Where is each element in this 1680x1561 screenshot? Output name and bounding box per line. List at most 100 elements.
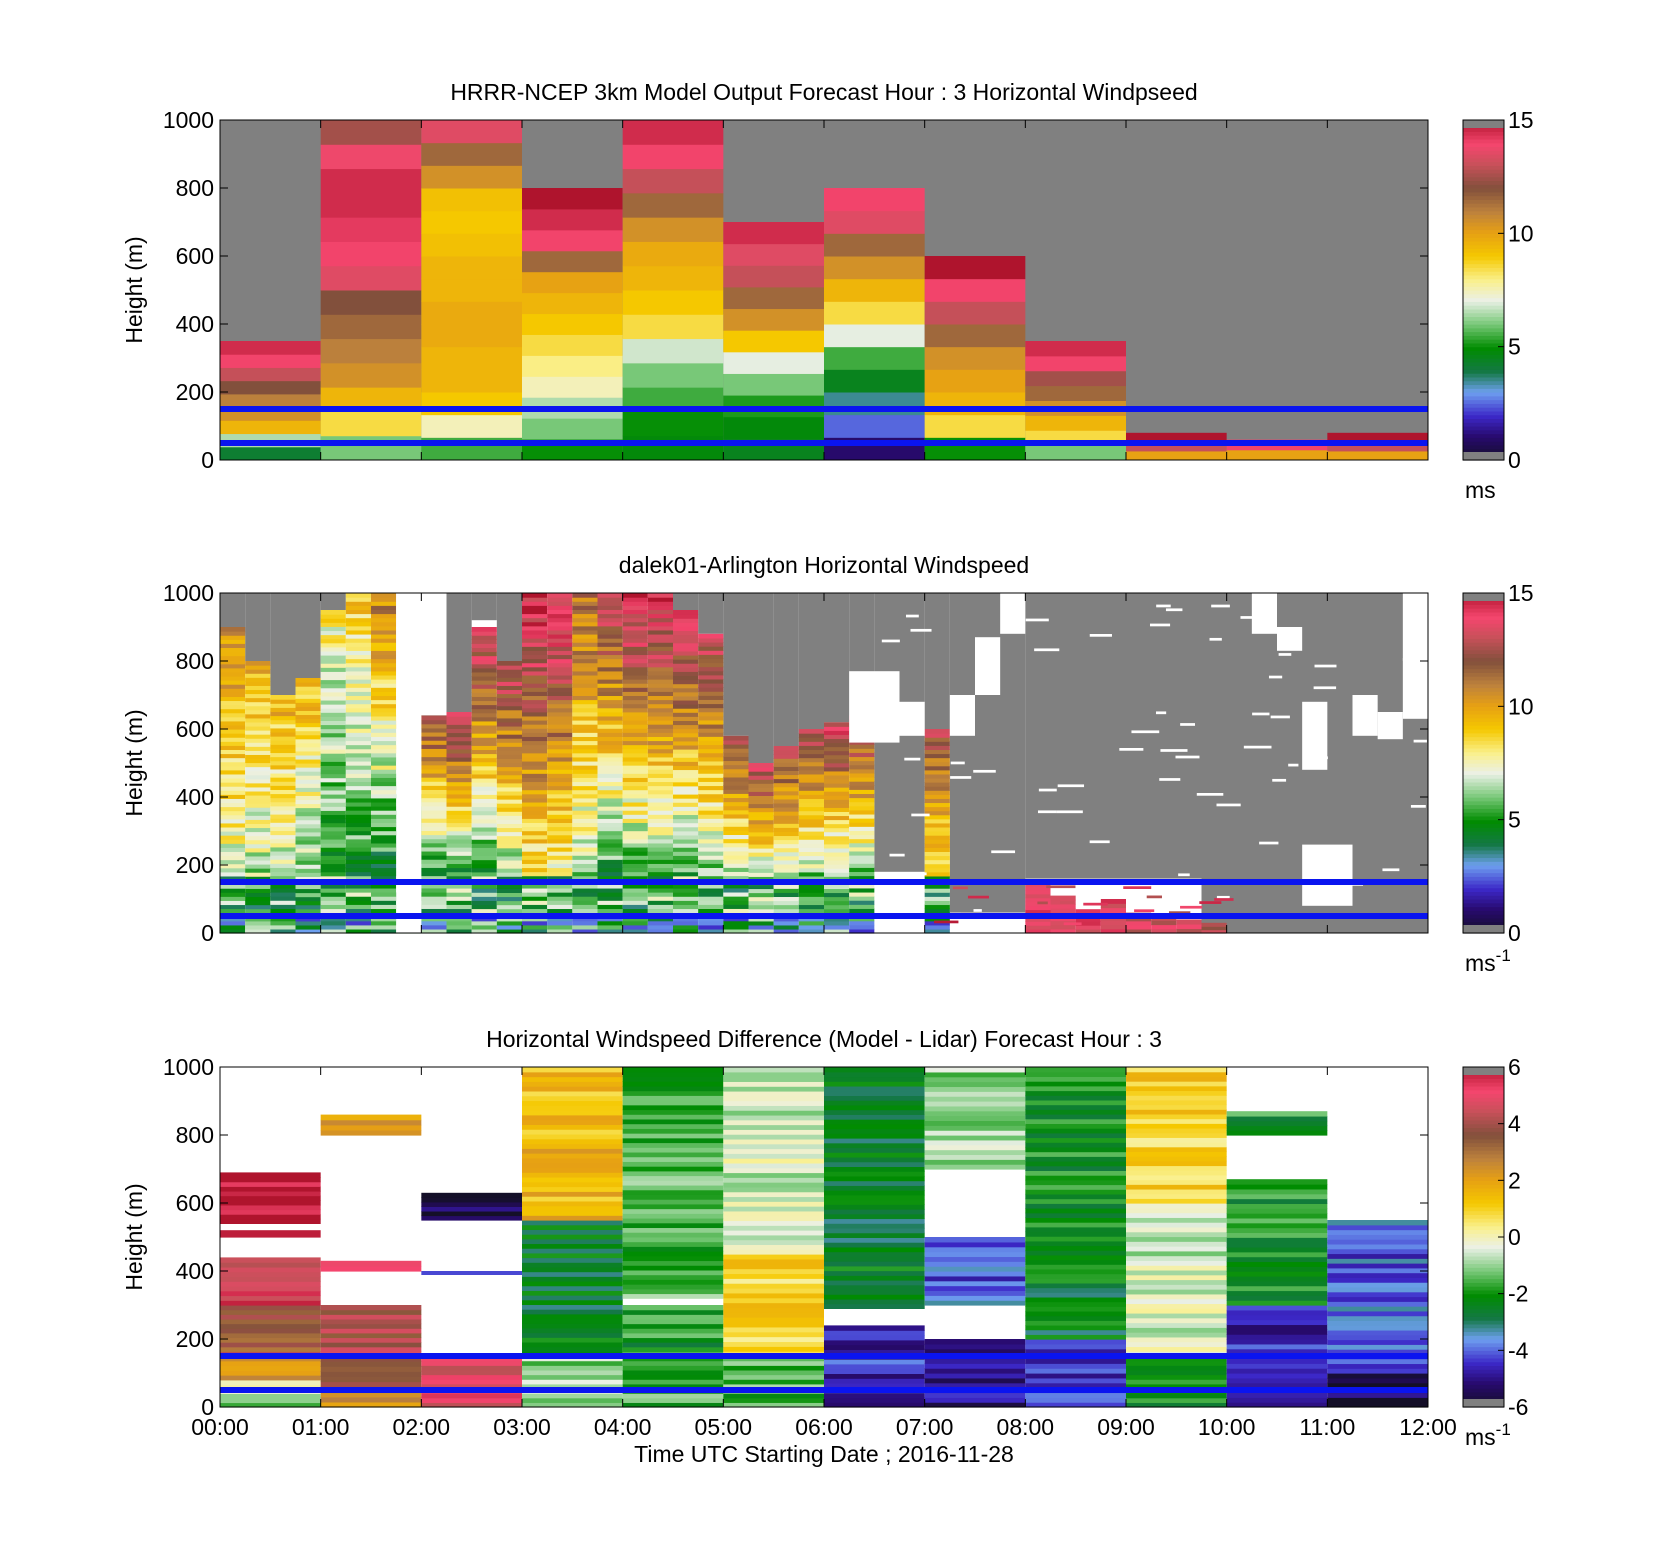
- heatmap-cell: [849, 867, 875, 873]
- heatmap-cell: [1327, 1402, 1428, 1408]
- heatmap-cell: [496, 770, 522, 776]
- heatmap-cell: [522, 1124, 623, 1130]
- heatmap-cell: [220, 1209, 321, 1215]
- heatmap-cell: [723, 1220, 824, 1226]
- colorbar-segment: [1463, 1085, 1504, 1091]
- heatmap-cell: [597, 605, 623, 610]
- heatmap-cell: [798, 733, 824, 738]
- heatmap-cell: [1126, 1365, 1227, 1371]
- heatmap-cell: [924, 875, 950, 881]
- heatmap-cell: [421, 1374, 522, 1380]
- heatmap-cell: [647, 818, 673, 823]
- heatmap-cell: [320, 683, 346, 689]
- heatmap-cell: [270, 842, 296, 848]
- heatmap-cell: [723, 1210, 824, 1217]
- heatmap-cell: [1327, 1282, 1428, 1288]
- heatmap-cell: [723, 1273, 824, 1279]
- heatmap-cell: [622, 1194, 724, 1200]
- colorbar-segment: [1463, 1267, 1504, 1272]
- heatmap-cell: [1025, 1212, 1126, 1218]
- missing-data-region: [1352, 739, 1378, 933]
- heatmap-cell: [547, 642, 573, 647]
- heatmap-cell: [622, 1265, 724, 1271]
- heatmap-cell: [1025, 909, 1051, 914]
- no-data-streak: [1156, 604, 1171, 608]
- heatmap-cell: [421, 924, 447, 930]
- heatmap-cell: [924, 782, 950, 787]
- colorbar-segment: [1463, 1274, 1504, 1280]
- heatmap-cell: [723, 1110, 824, 1116]
- heatmap-cell: [547, 658, 573, 664]
- heatmap-cell: [924, 1280, 1026, 1287]
- no-data-streak: [1038, 788, 1057, 792]
- heatmap-cell: [421, 736, 447, 741]
- heatmap-cell: [320, 217, 422, 242]
- heatmap-cell: [471, 826, 497, 832]
- heatmap-cell: [622, 629, 648, 635]
- heatmap-cell: [1025, 1217, 1126, 1223]
- heatmap-cell: [748, 807, 774, 813]
- colorbar-segment: [1463, 1221, 1504, 1227]
- heatmap-cell: [924, 1105, 1026, 1112]
- heatmap-cell: [572, 838, 598, 844]
- missing-data-region: [320, 593, 346, 610]
- heatmap-cell: [824, 847, 850, 853]
- heatmap-cell: [1025, 1132, 1126, 1139]
- heatmap-cell: [673, 883, 699, 889]
- heatmap-cell: [723, 928, 749, 934]
- heatmap-cell: [522, 695, 548, 701]
- heatmap-cell: [924, 773, 950, 779]
- heatmap-cell: [773, 904, 799, 910]
- heatmap-cell: [622, 863, 648, 869]
- heatmap-cell: [421, 875, 447, 881]
- heatmap-cell: [597, 818, 623, 823]
- heatmap-cell: [622, 1100, 724, 1106]
- heatmap-cell: [1327, 1258, 1428, 1264]
- colorbar-segment: [1463, 358, 1504, 363]
- heatmap-cell: [421, 814, 447, 819]
- heatmap-cell: [295, 795, 321, 801]
- heatmap-cell: [1151, 924, 1177, 930]
- heatmap-cell: [496, 888, 522, 894]
- heatmap-cell: [245, 721, 271, 727]
- heatmap-cell: [496, 847, 522, 853]
- heatmap-cell: [471, 888, 497, 893]
- heatmap-cell: [446, 732, 472, 738]
- heatmap-cell: [798, 875, 824, 881]
- heatmap-cell: [522, 1090, 623, 1097]
- heatmap-cell: [647, 621, 673, 627]
- no-data-streak: [1089, 840, 1110, 844]
- heatmap-cell: [421, 760, 447, 766]
- heatmap-cell: [622, 1402, 724, 1408]
- no-data-streak: [1196, 792, 1224, 796]
- heatmap-cell: [295, 799, 321, 805]
- colorbar-segment: [1463, 868, 1504, 874]
- heatmap-cell: [748, 864, 774, 869]
- heatmap-cell: [471, 773, 497, 779]
- heatmap-cell: [1126, 1109, 1227, 1115]
- heatmap-cell: [1100, 920, 1126, 926]
- heatmap-cell: [371, 781, 397, 787]
- heatmap-cell: [295, 916, 321, 922]
- heatmap-cell: [1025, 1203, 1126, 1209]
- colorbar-segment: [1463, 161, 1504, 166]
- heatmap-cell: [547, 711, 573, 717]
- heatmap-cell: [597, 875, 623, 881]
- colorbar-segment: [1463, 1119, 1504, 1125]
- heatmap-cell: [421, 809, 447, 815]
- heatmap-cell: [622, 638, 648, 643]
- heatmap-cell: [824, 900, 850, 906]
- heatmap-cell: [245, 665, 271, 670]
- heatmap-cell: [220, 745, 246, 750]
- heatmap-cell: [522, 1309, 623, 1315]
- colorbar-segment: [1463, 229, 1504, 234]
- heatmap-cell: [622, 728, 648, 733]
- heatmap-cell: [1126, 1332, 1227, 1338]
- heatmap-cell: [371, 687, 397, 692]
- colorbar-segment: [1463, 1323, 1504, 1329]
- heatmap-cell: [220, 671, 246, 677]
- heatmap-cell: [723, 1153, 824, 1159]
- heatmap-cell: [522, 883, 548, 889]
- heatmap-cell: [446, 871, 472, 877]
- y-tick-label: 1000: [163, 1054, 214, 1080]
